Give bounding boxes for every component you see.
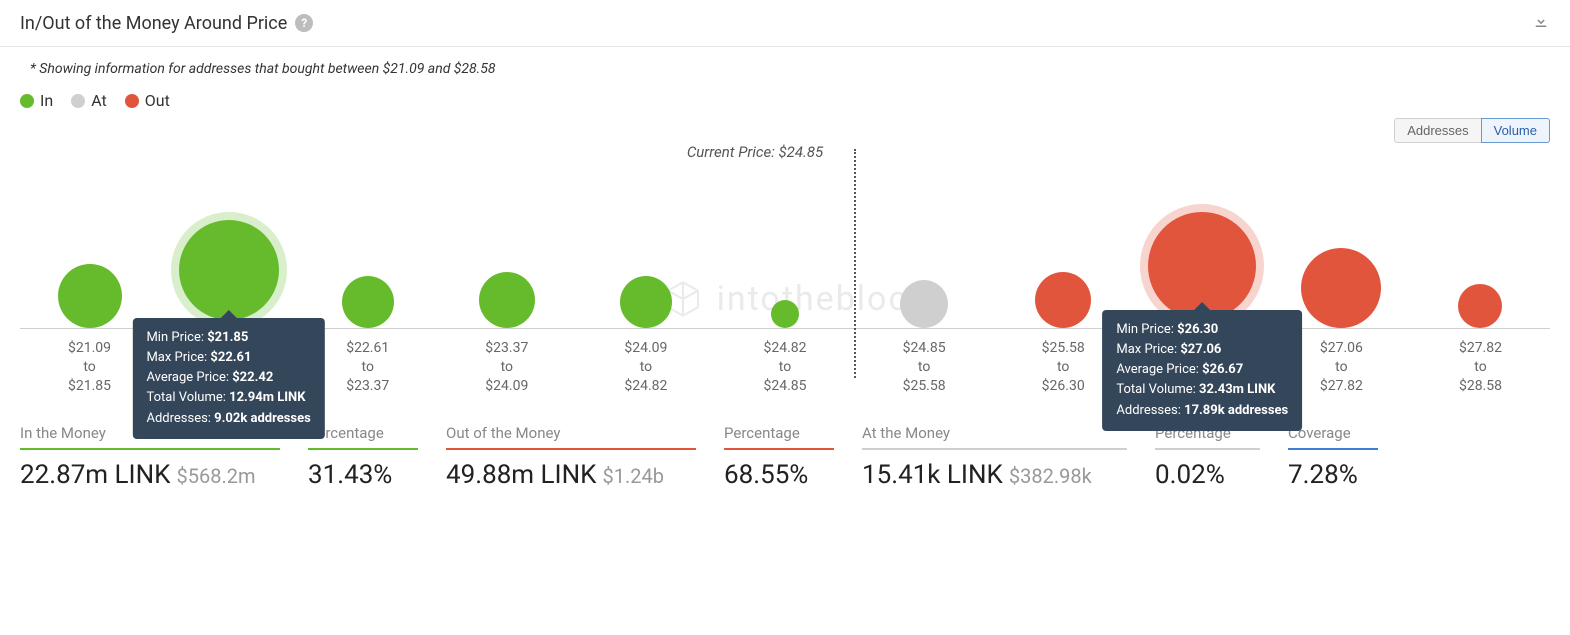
legend-label-out: Out: [145, 91, 170, 110]
summary-value: 68.55%: [724, 460, 834, 490]
bubble-slot[interactable]: Min Price: $26.30Max Price: $27.06Averag…: [1133, 212, 1272, 328]
current-price-label: Current Price: $24.85: [20, 143, 1550, 161]
summary-rule: [20, 448, 280, 450]
summary-block: Percentage 31.43%: [308, 424, 418, 490]
bubble-in[interactable]: [58, 264, 122, 328]
x-axis-label: $23.37to$24.09: [437, 339, 576, 396]
x-axis-label: $22.61to$23.37: [298, 339, 437, 396]
bubble-slot[interactable]: [298, 276, 437, 328]
legend-at[interactable]: At: [71, 91, 107, 110]
summary-rule: [308, 448, 418, 450]
legend-label-in: In: [40, 91, 53, 110]
bubble-at[interactable]: [900, 280, 948, 328]
legend-out[interactable]: Out: [125, 91, 170, 110]
summary-label: Percentage: [1155, 424, 1260, 442]
x-axis-label: $21.85to$22.61: [159, 339, 298, 396]
bubble-in[interactable]: [479, 272, 535, 328]
summary-label: In the Money: [20, 424, 280, 442]
header-left: In/Out of the Money Around Price ?: [20, 13, 313, 34]
bubble-in[interactable]: [179, 220, 279, 320]
bubble-out[interactable]: [1148, 212, 1256, 320]
x-axis-label: $26.30to$27.06: [1133, 339, 1272, 396]
toggle-row: Addresses Volume: [0, 110, 1570, 143]
bubble-in[interactable]: [620, 276, 672, 328]
x-axis-label: $27.06to$27.82: [1272, 339, 1411, 396]
toggle-volume[interactable]: Volume: [1481, 118, 1550, 143]
summary-block: At the Money 15.41k LINK$382.98k: [862, 424, 1127, 490]
legend-in[interactable]: In: [20, 91, 53, 110]
bubble-out[interactable]: [1301, 248, 1381, 328]
x-axis-label: $27.82to$28.58: [1411, 339, 1550, 396]
bubble-out[interactable]: [1458, 284, 1502, 328]
legend: In At Out: [0, 87, 1570, 110]
summary-row: In the Money 22.87m LINK$568.2m Percentage…: [0, 396, 1570, 510]
summary-block: Out of the Money 49.88m LINK$1.24b: [446, 424, 696, 490]
summary-label: At the Money: [862, 424, 1127, 442]
legend-label-at: At: [91, 91, 107, 110]
bubble-slot[interactable]: [715, 300, 854, 328]
x-axis-label: $25.58to$26.30: [994, 339, 1133, 396]
summary-rule: [862, 448, 1127, 450]
bubble-chart: intotheblock Min Price: $21.85Max Price:…: [20, 169, 1550, 329]
bubble-slot[interactable]: [855, 280, 994, 328]
header-bar: In/Out of the Money Around Price ?: [0, 0, 1570, 47]
x-axis-label: $21.09to$21.85: [20, 339, 159, 396]
download-icon[interactable]: [1532, 12, 1550, 34]
summary-label: Percentage: [724, 424, 834, 442]
legend-dot-in: [20, 94, 34, 108]
help-icon[interactable]: ?: [295, 14, 313, 32]
bubble-slot[interactable]: [1411, 284, 1550, 328]
chart-container: Current Price: $24.85 intotheblock Min P…: [0, 143, 1570, 329]
bubble-slot[interactable]: [576, 276, 715, 328]
page-title: In/Out of the Money Around Price: [20, 13, 287, 34]
bubble-slot[interactable]: [20, 264, 159, 328]
summary-rule: [1155, 448, 1260, 450]
summary-rule: [446, 448, 696, 450]
bubble-in[interactable]: [771, 300, 799, 328]
toggle-addresses[interactable]: Addresses: [1394, 118, 1480, 143]
x-axis-labels: $21.09to$21.85$21.85to$22.61$22.61to$23.…: [0, 329, 1570, 396]
summary-label: Coverage: [1288, 424, 1378, 442]
summary-rule: [1288, 448, 1378, 450]
legend-dot-at: [71, 94, 85, 108]
bubble-slot[interactable]: Min Price: $21.85Max Price: $22.61Averag…: [159, 220, 298, 328]
summary-label: Out of the Money: [446, 424, 696, 442]
bubble-slot[interactable]: [1272, 248, 1411, 328]
legend-dot-out: [125, 94, 139, 108]
x-axis-label: $24.09to$24.82: [576, 339, 715, 396]
summary-rule: [724, 448, 834, 450]
summary-value: 31.43%: [308, 460, 418, 490]
x-axis-label: $24.85to$25.58: [855, 339, 994, 396]
bubble-in[interactable]: [342, 276, 394, 328]
x-axis-label: $24.82to$24.85: [715, 339, 854, 396]
summary-block: Coverage 7.28%: [1288, 424, 1378, 490]
summary-value: 22.87m LINK$568.2m: [20, 460, 280, 490]
summary-block: Percentage 0.02%: [1155, 424, 1260, 490]
summary-block: In the Money 22.87m LINK$568.2m: [20, 424, 280, 490]
bubble-slot[interactable]: [994, 272, 1133, 328]
summary-value: 49.88m LINK$1.24b: [446, 460, 696, 490]
summary-block: Percentage 68.55%: [724, 424, 834, 490]
range-subtext: * Showing information for addresses that…: [0, 47, 1570, 87]
summary-label: Percentage: [308, 424, 418, 442]
summary-value: 7.28%: [1288, 460, 1378, 490]
summary-value: 15.41k LINK$382.98k: [862, 460, 1127, 490]
bubble-slot[interactable]: [437, 272, 576, 328]
bubble-out[interactable]: [1035, 272, 1091, 328]
summary-value: 0.02%: [1155, 460, 1260, 490]
